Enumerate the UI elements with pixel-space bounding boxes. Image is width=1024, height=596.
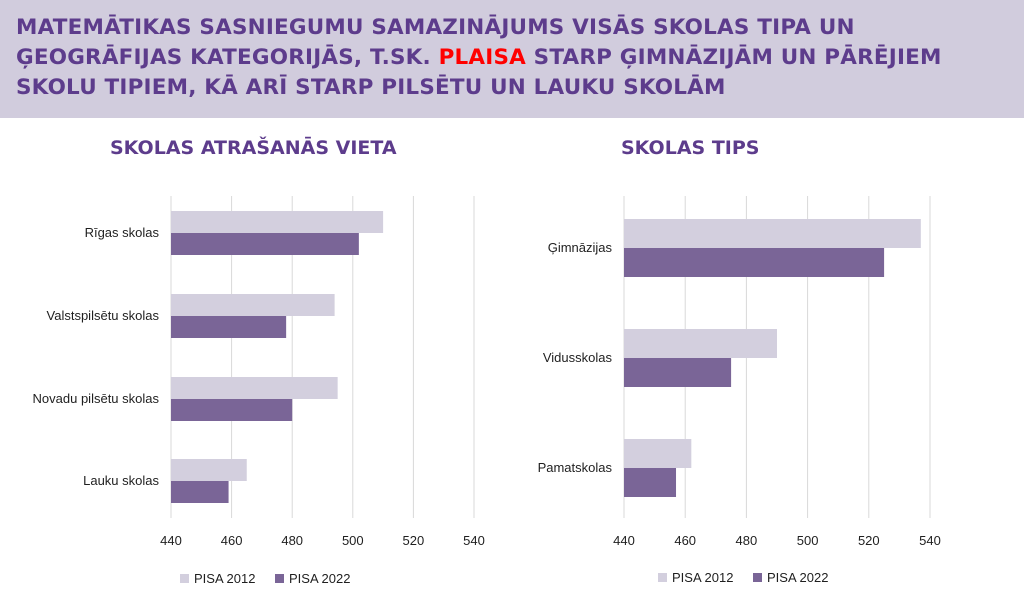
chart-title-location: SKOLAS ATRAŠANĀS VIETA [110,137,397,159]
bar-pisa2022 [171,233,359,255]
x-tick-label: 460 [221,533,243,548]
x-tick-label: 440 [613,533,635,548]
bar-pisa2022 [624,248,885,277]
bar-pisa2012 [624,329,777,358]
legend-label: PISA 2022 [289,571,350,586]
category-label: Lauku skolas [83,473,159,488]
category-label: Vidusskolas [543,350,613,365]
legend-label: PISA 2012 [194,571,255,586]
bar-pisa2022 [171,481,229,503]
legend-label: PISA 2022 [767,570,828,585]
bar-pisa2022 [624,468,677,497]
bar-pisa2012 [171,294,335,316]
title-highlight: PLAISA [438,45,526,70]
x-tick-label: 520 [403,533,425,548]
title-text-part1: MATEMĀTIKAS SASNIEGUMU SAMAZINĀJUMS VISĀ… [16,15,855,70]
category-label: Rīgas skolas [85,225,160,240]
bar-pisa2012 [171,377,338,399]
x-tick-label: 480 [281,533,303,548]
legend-label: PISA 2012 [672,570,733,585]
x-tick-label: 520 [858,533,880,548]
bar-pisa2022 [171,399,293,421]
legend-swatch [658,573,667,582]
category-label: Valstspilsētu skolas [47,308,160,323]
header-banner: MATEMĀTIKAS SASNIEGUMU SAMAZINĀJUMS VISĀ… [0,0,1024,118]
legend-swatch [180,574,189,583]
x-tick-label: 540 [919,533,941,548]
chart-title-school-type: SKOLAS TIPS [621,137,760,159]
bar-pisa2022 [624,358,732,387]
x-tick-label: 440 [160,533,182,548]
x-tick-label: 480 [736,533,758,548]
bar-pisa2012 [171,459,247,481]
category-label: Pamatskolas [538,460,613,475]
legend-swatch [275,574,284,583]
x-tick-label: 500 [797,533,819,548]
bar-pisa2022 [171,316,287,338]
category-label: Ģimnāzijas [548,240,613,255]
x-tick-label: 540 [463,533,485,548]
x-tick-label: 460 [674,533,696,548]
category-label: Novadu pilsētu skolas [33,391,160,406]
bar-pisa2012 [624,219,921,248]
x-tick-label: 500 [342,533,364,548]
bar-pisa2012 [624,439,692,468]
bar-pisa2012 [171,211,384,233]
page-title: MATEMĀTIKAS SASNIEGUMU SAMAZINĀJUMS VISĀ… [16,13,1016,103]
title-text-part2: STARP ĢIMNĀZIJĀM UN PĀRĒJIEM SKOLU TIPIE… [16,45,942,100]
legend-swatch [753,573,762,582]
